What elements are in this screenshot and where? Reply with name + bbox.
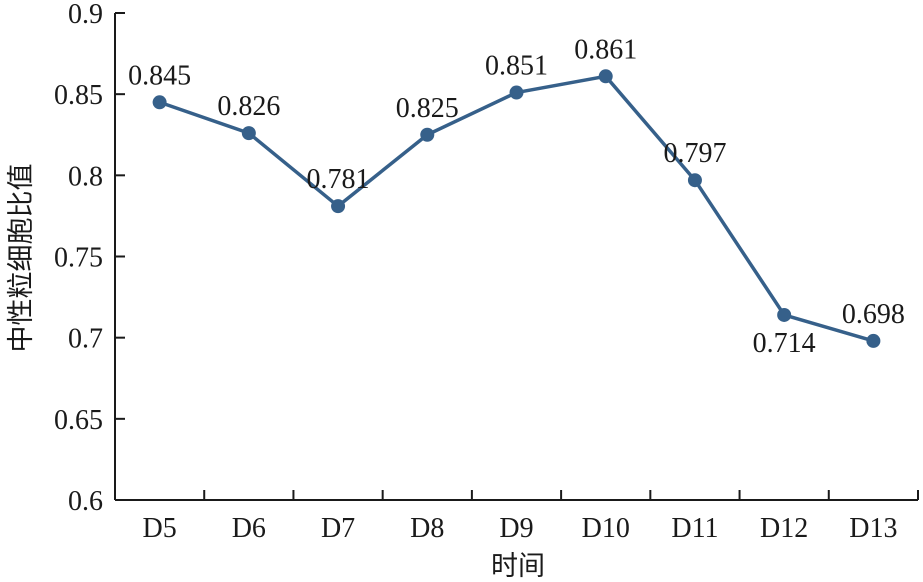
y-tick-label: 0.75 [54,243,103,274]
y-tick-label: 0.6 [68,486,103,517]
y-tick-label: 0.65 [54,405,103,436]
x-tick-label: D11 [671,513,718,544]
data-point [420,127,435,142]
data-label: 0.698 [842,299,905,330]
data-point [241,126,256,141]
plot-area: 0.845 0.826 0.781 0.825 0.851 0.861 0.797 0.714… [128,34,905,359]
y-tick-label: 0.7 [68,324,103,355]
x-tick-label: D5 [142,513,176,544]
x-tick-label: D10 [582,513,630,544]
y-axis: 0.6 0.65 0.7 0.75 0.8 0.85 0.9 [54,0,125,517]
x-axis: D5 D6 D7 D8 D9 D10 D11 D12 D13 [115,490,919,544]
y-tick-label: 0.9 [68,0,103,30]
data-point [152,95,167,110]
data-label: 0.826 [217,91,280,122]
data-point [509,85,524,100]
data-point [331,199,346,214]
x-tick-label: D9 [499,513,533,544]
x-tick-label: D12 [760,513,808,544]
data-label: 0.845 [128,60,191,91]
data-point [777,307,792,322]
data-point [687,173,702,188]
data-label: 0.781 [307,164,370,195]
x-tick-label: D13 [849,513,897,544]
x-tick-label: D7 [321,513,355,544]
x-tick-label: D8 [410,513,444,544]
data-label: 0.714 [753,328,816,359]
y-tick-label: 0.85 [54,80,103,111]
data-point [866,333,881,348]
data-label: 0.797 [663,138,726,169]
data-point [598,69,613,84]
data-label: 0.861 [574,34,637,65]
x-tick-label: D6 [232,513,266,544]
x-axis-title: 时间 [491,551,545,582]
data-label: 0.851 [485,51,548,82]
y-axis-title: 中性粒细胞比值 [6,164,37,353]
data-label: 0.825 [396,93,459,124]
y-tick-label: 0.8 [68,161,103,192]
